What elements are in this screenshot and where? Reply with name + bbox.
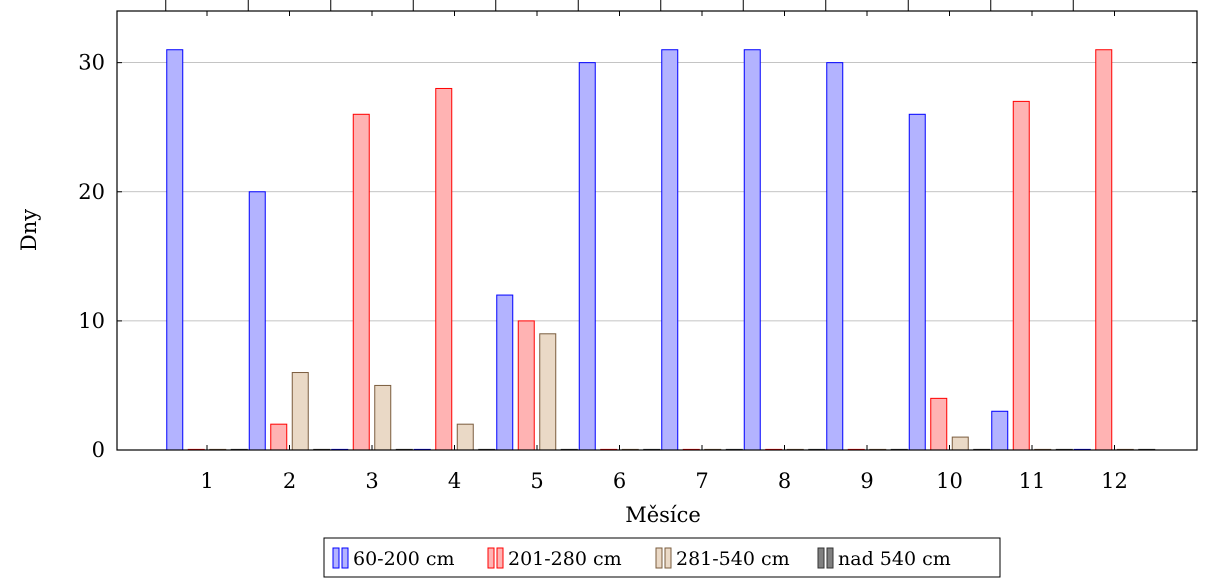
y-tick-label: 30 <box>78 51 105 75</box>
x-tick-label: 5 <box>530 469 543 493</box>
bar <box>743 49 761 451</box>
bar <box>826 62 844 451</box>
bar <box>1012 100 1030 451</box>
bar <box>456 423 474 451</box>
bar <box>661 49 679 451</box>
bar <box>930 397 948 451</box>
plot-frame <box>116 10 1198 451</box>
legend-swatch <box>332 547 340 569</box>
bar <box>991 410 1009 451</box>
x-tick-label: 9 <box>860 469 873 493</box>
x-tick-label: 2 <box>283 469 296 493</box>
legend-swatch <box>496 547 504 569</box>
bar <box>248 191 266 451</box>
x-tick-label: 6 <box>613 469 626 493</box>
x-tick-label: 3 <box>365 469 378 493</box>
y-axis-title: Dny <box>17 209 41 251</box>
x-tick-label: 1 <box>200 469 213 493</box>
x-tick-label: 10 <box>936 469 963 493</box>
legend: 60-200 cm 201-280 cm 281-540 cm nad 540 cm <box>323 537 1001 578</box>
y-tick-label: 0 <box>92 438 105 462</box>
bar <box>270 423 288 451</box>
legend-swatch <box>487 547 495 569</box>
x-tick-label: 4 <box>448 469 461 493</box>
bars <box>166 49 1156 451</box>
legend-label: 281-540 cm <box>676 548 790 570</box>
y-tick-label: 10 <box>78 309 105 333</box>
bar <box>374 384 392 451</box>
bar <box>951 436 969 451</box>
legend-swatch <box>341 547 349 569</box>
x-axis-title: Měsíce <box>625 503 701 527</box>
bar <box>539 333 557 451</box>
x-tick-label: 11 <box>1019 469 1046 493</box>
legend-swatch <box>817 547 825 569</box>
bar <box>517 320 535 451</box>
grid-lines <box>117 62 1197 451</box>
bar <box>578 62 596 451</box>
legend-label: 201-280 cm <box>508 548 622 570</box>
x-tick-label: 8 <box>778 469 791 493</box>
x-tick-label: 12 <box>1101 469 1128 493</box>
bar <box>291 372 309 451</box>
bar <box>352 113 370 451</box>
bar <box>435 87 453 451</box>
legend-swatch <box>655 547 663 569</box>
x-tick-label: 7 <box>695 469 708 493</box>
y-tick-label: 20 <box>78 180 105 204</box>
bar <box>1095 49 1113 451</box>
legend-swatch <box>664 547 672 569</box>
bar <box>908 113 926 451</box>
legend-label: nad 540 cm <box>838 548 951 570</box>
legend-swatch <box>826 547 834 569</box>
bar <box>496 294 514 451</box>
bar <box>166 49 184 451</box>
legend-label: 60-200 cm <box>353 548 455 570</box>
